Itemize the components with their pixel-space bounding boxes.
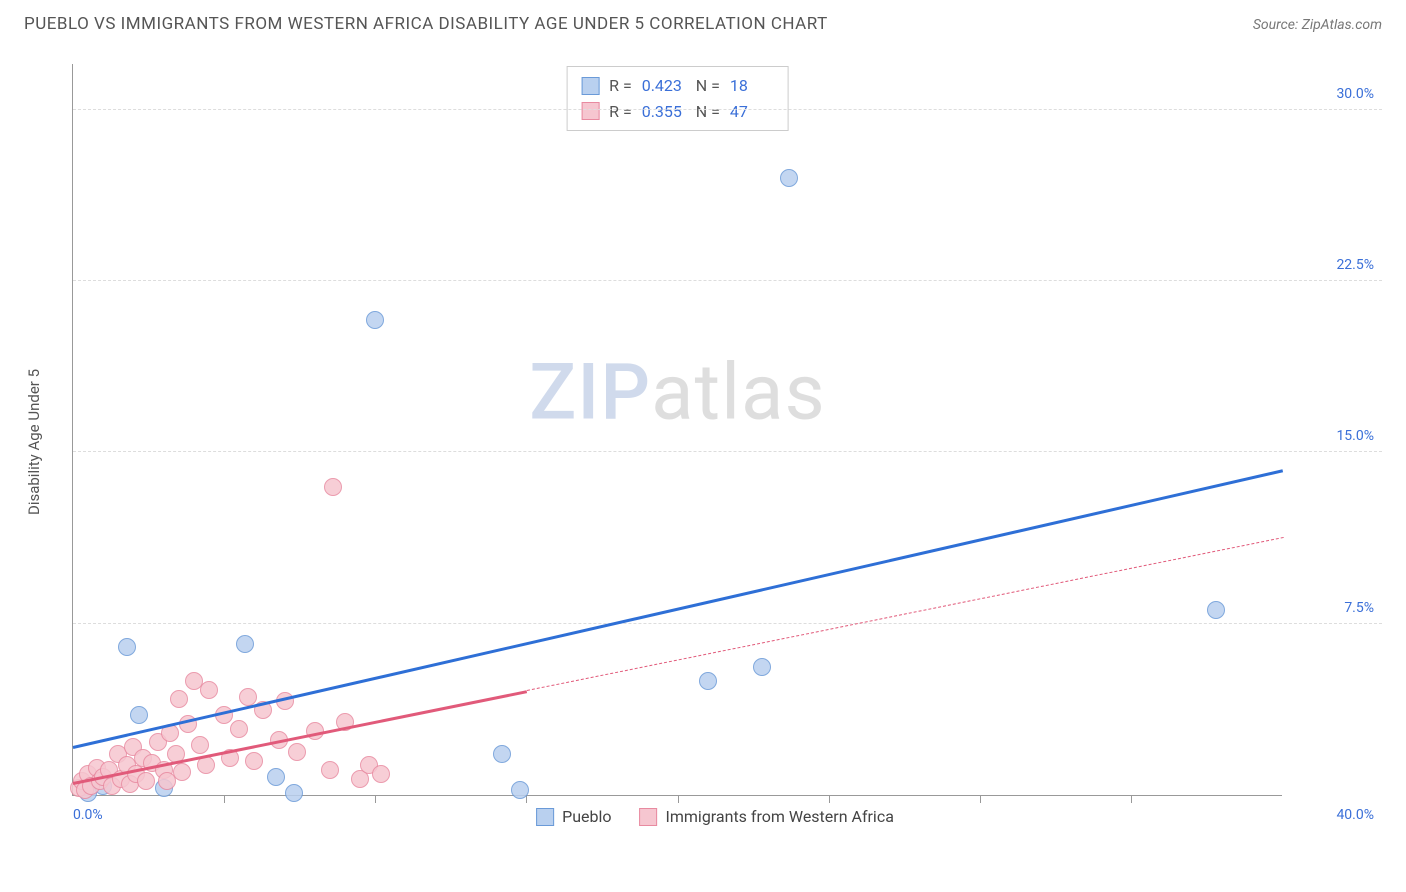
y-tick-label: 30.0% [1336, 86, 1374, 102]
y-tick-label: 22.5% [1336, 257, 1374, 273]
trend-line [73, 691, 527, 786]
legend-item: Immigrants from Western Africa [640, 807, 894, 826]
stats-row: R = 0.423 N = 18 [581, 73, 774, 99]
stat-n-label: N = [696, 99, 720, 125]
data-point [699, 672, 717, 690]
x-tick [980, 795, 981, 803]
stat-r-value: 0.423 [642, 73, 686, 99]
x-tick [224, 795, 225, 803]
x-tick [375, 795, 376, 803]
x-tick-label: 0.0% [73, 807, 103, 823]
data-point [324, 478, 342, 496]
chart-legend: Pueblo Immigrants from Western Africa [536, 807, 894, 826]
data-point [191, 736, 209, 754]
data-point [372, 765, 390, 783]
legend-item: Pueblo [536, 807, 611, 826]
gridline [73, 451, 1382, 452]
legend-label: Pueblo [562, 807, 611, 826]
x-tick [678, 795, 679, 803]
stat-n-label: N = [696, 73, 720, 99]
data-point [239, 688, 257, 706]
data-point [780, 169, 798, 187]
data-point [173, 763, 191, 781]
data-point [137, 772, 155, 790]
data-point [170, 690, 188, 708]
page-title: PUEBLO VS IMMIGRANTS FROM WESTERN AFRICA… [24, 14, 828, 34]
gridline [73, 109, 1382, 110]
correlation-chart: Disability Age Under 5 ZIPatlas R =0.423… [48, 52, 1382, 832]
data-point [267, 768, 285, 786]
data-point [753, 658, 771, 676]
source-credit: Source: ZipAtlas.com [1253, 17, 1382, 33]
data-point [236, 635, 254, 653]
y-tick-label: 7.5% [1344, 600, 1374, 616]
gridline [73, 623, 1382, 624]
stat-r-label: R = [609, 99, 632, 125]
legend-swatch [640, 808, 658, 826]
gridline [73, 280, 1382, 281]
data-point [200, 681, 218, 699]
data-point [118, 638, 136, 656]
trend-line [527, 538, 1283, 692]
watermark: ZIPatlas [529, 347, 826, 438]
data-point [321, 761, 339, 779]
data-point [1207, 601, 1225, 619]
legend-swatch [536, 808, 554, 826]
trend-line [73, 469, 1284, 749]
data-point [288, 743, 306, 761]
data-point [285, 784, 303, 802]
series-swatch [581, 77, 599, 95]
series-swatch [581, 102, 599, 120]
data-point [245, 752, 263, 770]
legend-label: Immigrants from Western Africa [666, 807, 894, 826]
data-point [230, 720, 248, 738]
stat-n-value: 47 [730, 99, 774, 125]
data-point [511, 781, 529, 799]
data-point [366, 311, 384, 329]
x-tick-label: 40.0% [1336, 807, 1374, 823]
y-axis-title: Disability Age Under 5 [25, 369, 43, 515]
stat-r-value: 0.355 [642, 99, 686, 125]
data-point [130, 706, 148, 724]
y-tick-label: 15.0% [1336, 428, 1374, 444]
stat-r-label: R = [609, 73, 632, 99]
stats-legend-box: R = 0.423 N = 18 R = 0.355 N = 47 [566, 66, 789, 131]
data-point [493, 745, 511, 763]
x-tick [829, 795, 830, 803]
x-tick [1131, 795, 1132, 803]
stats-row: R = 0.355 N = 47 [581, 99, 774, 125]
stat-n-value: 18 [730, 73, 774, 99]
